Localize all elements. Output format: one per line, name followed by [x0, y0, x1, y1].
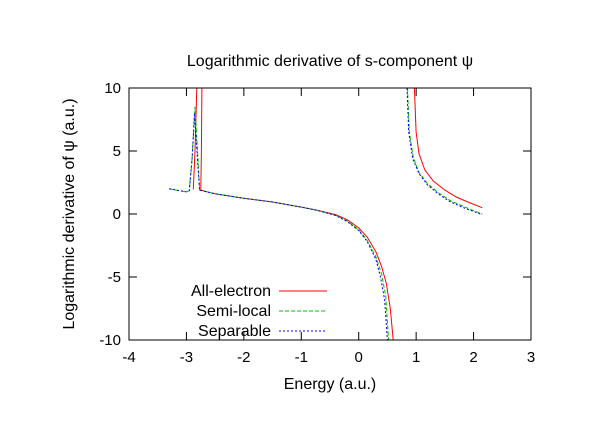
series-line-all-electron: [413, 88, 483, 209]
series-line-separable: [169, 113, 388, 340]
plot-frame: [128, 87, 532, 341]
y-tick-label: 5: [113, 143, 121, 160]
x-tick-label: -4: [122, 349, 135, 366]
series-line-all-electron: [192, 88, 198, 190]
series-line-semi-local: [407, 88, 483, 215]
series-line-separable: [406, 88, 483, 216]
x-tick-label: 2: [469, 349, 477, 366]
y-tick-label: 0: [113, 206, 121, 223]
legend: All-electron Semi-local Separable: [191, 283, 327, 340]
x-tick-label: 1: [412, 349, 420, 366]
x-axis-label: Energy (a.u.): [284, 376, 376, 393]
series-layer: [169, 88, 483, 340]
legend-label: Separable: [198, 323, 271, 340]
series-line-semi-local: [169, 106, 390, 340]
y-tick-label: -10: [99, 332, 121, 349]
chart-title: Logarithmic derivative of s-component ψ: [187, 53, 473, 70]
x-tick-label: 3: [527, 349, 535, 366]
y-tick-label: -5: [108, 269, 121, 286]
legend-label: All-electron: [191, 283, 271, 300]
x-tick-label: 0: [355, 349, 363, 366]
legend-label: Semi-local: [196, 303, 271, 320]
x-tick-label: -2: [237, 349, 250, 366]
x-tick-label: -3: [180, 349, 193, 366]
y-tick-label: 10: [104, 80, 121, 97]
y-axis-label: Logarithmic derivative of ψ (a.u.): [61, 98, 78, 329]
x-tick-label: -1: [295, 349, 308, 366]
